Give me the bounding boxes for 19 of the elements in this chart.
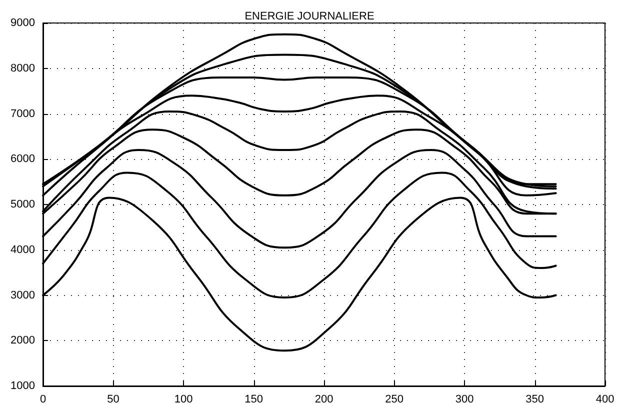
y-tick-label: 2000 xyxy=(10,334,35,347)
y-tick-label: 7000 xyxy=(10,108,35,120)
y-tick-label: 1000 xyxy=(10,380,35,392)
x-tick-label: 400 xyxy=(596,394,614,406)
chart-title: ENERGIE JOURNALIERE xyxy=(244,10,374,22)
y-tick-label: 5000 xyxy=(10,198,35,210)
x-tick-label: 250 xyxy=(385,394,404,406)
y-tick-label: 9000 xyxy=(10,17,35,29)
x-tick-label: 300 xyxy=(455,394,474,406)
y-tick-label: 4000 xyxy=(10,244,35,256)
x-tick-label: 50 xyxy=(107,394,120,406)
x-tick-label: 200 xyxy=(314,394,334,406)
y-tick-label: 8000 xyxy=(10,62,35,74)
x-tick-label: 0 xyxy=(40,394,46,406)
x-tick-label: 150 xyxy=(244,394,263,406)
x-tick-label: 100 xyxy=(174,394,193,406)
y-tick-label: 3000 xyxy=(10,289,35,302)
y-tick-label: 6000 xyxy=(10,153,35,166)
x-tick-label: 350 xyxy=(526,394,544,406)
